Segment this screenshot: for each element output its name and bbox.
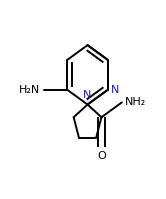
Text: O: O [97,151,106,161]
Text: N: N [83,90,92,100]
Text: NH₂: NH₂ [125,97,146,107]
Text: N: N [111,85,119,95]
Text: H₂N: H₂N [19,85,41,95]
